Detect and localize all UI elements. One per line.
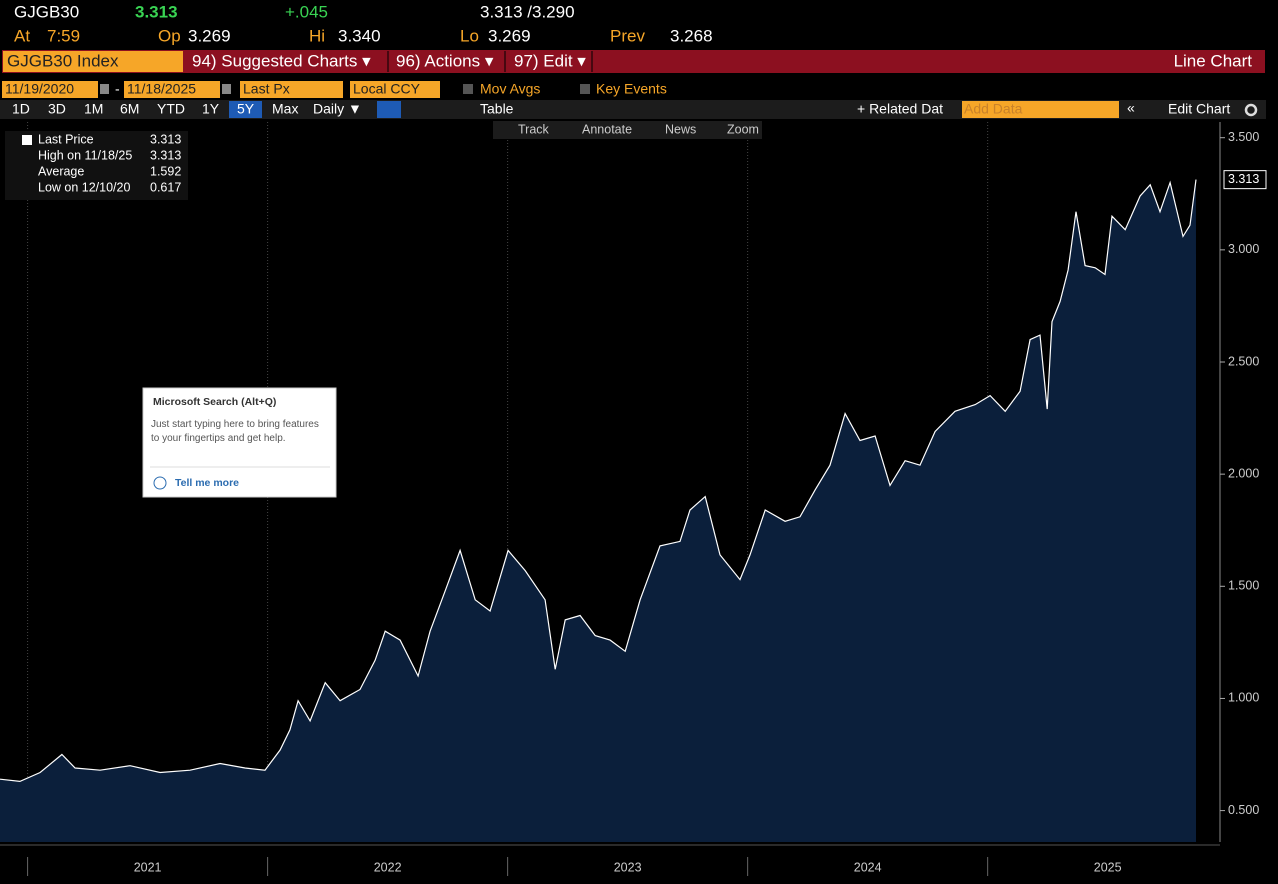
line-icon[interactable]: [377, 101, 401, 118]
period-button[interactable]: 3D: [48, 101, 66, 117]
x-tick-label: 2021: [134, 860, 162, 874]
legend-label: Average: [38, 164, 84, 178]
tool-button[interactable]: Track: [518, 122, 550, 136]
menu-bar: [2, 50, 1265, 73]
security: GJGB30 Index: [7, 51, 119, 70]
stat-label: Lo: [460, 26, 479, 45]
edit-chart[interactable]: Edit Chart: [1168, 101, 1230, 117]
period-button[interactable]: 6M: [120, 101, 139, 117]
legend-label: High on 11/18/25: [38, 148, 132, 162]
calendar-icon[interactable]: [222, 84, 231, 94]
change: +.045: [285, 2, 328, 21]
tools: Track Annotate News Zoom: [518, 122, 759, 136]
last-value-label: 3.313: [1228, 172, 1259, 186]
popup: [142, 387, 337, 498]
popup-title: Microsoft Search (Alt+Q): [153, 396, 276, 408]
period-button[interactable]: 1M: [84, 101, 103, 117]
legend: Last Price 3.313 High on 11/18/25 3.313 Aver…: [38, 132, 181, 194]
y-tick-label: 2.500: [1228, 354, 1259, 368]
menu-item[interactable]: 94) Suggested Charts ▾: [192, 51, 371, 70]
help-icon: [153, 476, 167, 490]
checkbox[interactable]: [580, 84, 590, 94]
legend-swatch: [22, 135, 32, 145]
collapse[interactable]: «: [1127, 100, 1135, 116]
settings-icon[interactable]: [1244, 103, 1258, 117]
field: Last Px: [243, 81, 290, 97]
mov-avgs: Mov Avgs: [480, 81, 540, 97]
date-box[interactable]: [124, 81, 220, 98]
popup-link[interactable]: Tell me more: [175, 477, 239, 489]
security-box[interactable]: [3, 51, 183, 72]
currency-box[interactable]: [350, 81, 440, 98]
date-separator: -: [115, 81, 120, 97]
related-data[interactable]: + Related Dat: [857, 101, 943, 117]
add-data-box[interactable]: [962, 101, 1119, 118]
y-tick-label: 2.000: [1228, 466, 1259, 480]
end-date: 11/18/2025: [127, 81, 196, 97]
stats: At 7:59 Op 3.269 Hi 3.340 Lo 3.269 Prev 3.268: [14, 26, 713, 45]
date-box[interactable]: [2, 81, 98, 98]
start-date: 11/19/2020: [5, 81, 74, 97]
tool-button[interactable]: Zoom: [727, 122, 759, 136]
legend-value: 3.313: [150, 148, 181, 162]
x-tick-label: 2024: [854, 860, 882, 874]
y-tick-label: 1.500: [1228, 579, 1259, 593]
periods: 1D 3D 1M 6M YTD 1Y 5Y Max: [12, 101, 298, 118]
toolbar: [0, 100, 1266, 119]
stat-value: 3.268: [670, 26, 713, 45]
stat-label: Hi: [309, 26, 325, 45]
area: [0, 179, 1196, 843]
x-tick-label: 2023: [614, 860, 642, 874]
legend-value: 3.313: [150, 132, 181, 146]
y-tick-label: 0.500: [1228, 803, 1259, 817]
stat-label: Op: [158, 26, 181, 45]
checkbox[interactable]: [463, 84, 473, 94]
period-button[interactable]: YTD: [157, 101, 185, 117]
period-button[interactable]: 1Y: [202, 101, 220, 117]
menu-items: 94) Suggested Charts ▾ 96) Actions ▾ 97) E…: [192, 51, 593, 72]
table-button[interactable]: Table: [480, 101, 514, 117]
price-line: [0, 179, 1197, 783]
stat-value: 7:59: [47, 26, 80, 45]
legend-label: Low on 12/10/20: [38, 180, 130, 194]
last-price: 3.313: [135, 2, 178, 21]
last-value-box: [1223, 170, 1267, 190]
menu-item[interactable]: 97) Edit ▾: [514, 51, 586, 70]
ticker: GJGB30: [14, 2, 79, 21]
y-tick-label: 3.000: [1228, 242, 1259, 256]
period-button[interactable]: Max: [272, 101, 298, 117]
view-name: Line Chart: [1174, 51, 1253, 70]
stat-value: 3.340: [338, 26, 381, 45]
add-data: Add Data: [964, 101, 1023, 117]
x-tick-label: 2022: [374, 860, 402, 874]
y-tick-label: 1.000: [1228, 691, 1259, 705]
bid-ask: 3.313 /3.290: [480, 2, 575, 21]
y-tick-label: 3.500: [1228, 130, 1259, 144]
field-box[interactable]: [240, 81, 343, 98]
currency: Local CCY: [353, 81, 421, 97]
calendar-icon[interactable]: [100, 84, 109, 94]
x-tick-label: 2025: [1094, 860, 1122, 874]
period-button[interactable]: 5Y: [237, 101, 255, 117]
stat-value: 3.269: [188, 26, 231, 45]
key-events: Key Events: [596, 81, 667, 97]
tool-button[interactable]: Annotate: [582, 122, 632, 136]
stat-value: 3.269: [488, 26, 531, 45]
stat-label: Prev: [610, 26, 645, 45]
legend-value: 0.617: [150, 180, 181, 194]
popup-body-box: Just start typing here to bring features…: [151, 419, 319, 444]
chart: 2021 2022 2023 2024 2025 3.313 0.500 1.000 1.500…: [0, 122, 1267, 876]
tools-bar: [493, 121, 762, 139]
legend-value: 1.592: [150, 164, 181, 178]
legend-box: [5, 131, 188, 200]
stat-label: At: [14, 26, 30, 45]
popup-body: Just start typing here to bring features…: [151, 419, 319, 444]
legend-label: Last Price: [38, 132, 94, 146]
period-active: [229, 101, 262, 118]
period-button[interactable]: 1D: [12, 101, 30, 117]
menu-item[interactable]: 96) Actions ▾: [396, 51, 494, 70]
tool-button[interactable]: News: [665, 122, 696, 136]
frequency[interactable]: Daily ▼: [313, 101, 362, 117]
